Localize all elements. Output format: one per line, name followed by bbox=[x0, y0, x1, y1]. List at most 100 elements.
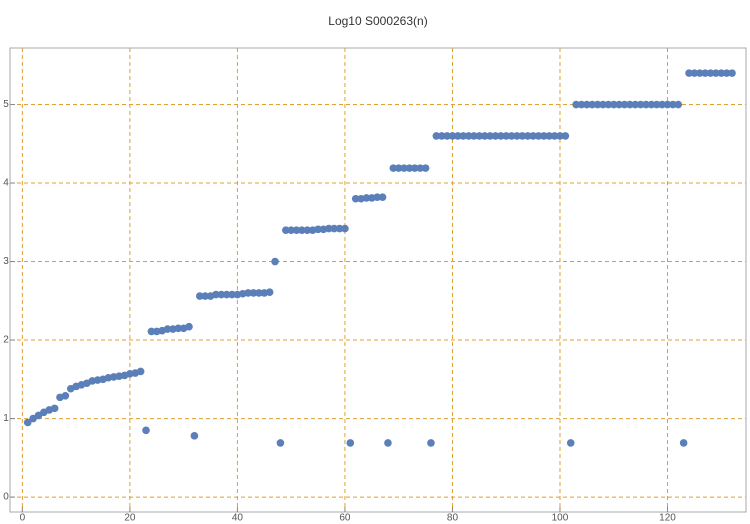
point bbox=[540, 132, 548, 140]
x-tick-label: 60 bbox=[339, 513, 351, 524]
point bbox=[679, 439, 688, 447]
point bbox=[486, 132, 494, 140]
point bbox=[437, 132, 446, 140]
point bbox=[228, 290, 236, 299]
point bbox=[190, 432, 199, 440]
point bbox=[647, 100, 656, 109]
point bbox=[728, 69, 736, 77]
point bbox=[362, 194, 371, 202]
point bbox=[61, 392, 70, 400]
point bbox=[464, 132, 473, 140]
point bbox=[545, 132, 554, 140]
point bbox=[631, 100, 640, 109]
point bbox=[507, 132, 516, 140]
point bbox=[685, 69, 693, 77]
point bbox=[394, 164, 403, 172]
y-tick-label: 4 bbox=[3, 178, 9, 189]
point bbox=[475, 132, 484, 140]
point bbox=[303, 226, 312, 234]
point bbox=[271, 257, 279, 266]
point bbox=[626, 100, 634, 109]
point bbox=[222, 290, 231, 299]
point bbox=[276, 439, 285, 447]
point bbox=[642, 100, 650, 109]
x-tick-label: 120 bbox=[659, 513, 676, 524]
point bbox=[443, 132, 451, 140]
point bbox=[432, 132, 441, 140]
point bbox=[217, 290, 226, 299]
point bbox=[325, 224, 333, 233]
point bbox=[663, 100, 672, 109]
point bbox=[255, 289, 263, 297]
point bbox=[523, 132, 532, 140]
point bbox=[378, 193, 387, 201]
point bbox=[265, 288, 274, 296]
point bbox=[593, 100, 602, 109]
point bbox=[185, 322, 193, 331]
x-tick-label: 20 bbox=[124, 513, 136, 524]
point bbox=[599, 100, 607, 109]
point bbox=[163, 325, 172, 333]
y-tick-label: 2 bbox=[3, 335, 9, 346]
point bbox=[454, 132, 462, 140]
point bbox=[695, 69, 704, 77]
point bbox=[572, 100, 580, 109]
point bbox=[400, 164, 408, 172]
point bbox=[669, 100, 677, 109]
y-tick-label: 5 bbox=[3, 99, 9, 110]
point bbox=[330, 224, 338, 233]
point bbox=[281, 226, 290, 234]
point bbox=[658, 100, 666, 109]
point bbox=[212, 290, 220, 299]
point bbox=[502, 132, 511, 140]
point bbox=[427, 439, 435, 447]
point bbox=[421, 164, 430, 172]
y-tick-label: 1 bbox=[3, 413, 9, 424]
point bbox=[674, 100, 683, 109]
point bbox=[373, 193, 381, 201]
point bbox=[389, 164, 398, 172]
point bbox=[615, 100, 623, 109]
point bbox=[470, 132, 478, 140]
point bbox=[561, 132, 570, 140]
point bbox=[405, 164, 414, 172]
point bbox=[411, 164, 419, 172]
point bbox=[459, 132, 468, 140]
point bbox=[604, 100, 613, 109]
point bbox=[298, 226, 306, 234]
point bbox=[244, 289, 252, 297]
x-tick-label: 0 bbox=[20, 513, 26, 524]
point bbox=[448, 132, 457, 140]
point bbox=[566, 439, 575, 447]
point bbox=[147, 327, 156, 336]
point bbox=[351, 194, 360, 203]
point bbox=[23, 418, 32, 427]
point bbox=[609, 100, 618, 109]
point bbox=[384, 439, 392, 447]
point bbox=[583, 100, 591, 109]
point bbox=[706, 69, 715, 77]
y-tick-label: 0 bbox=[3, 492, 9, 503]
point bbox=[50, 404, 59, 413]
plot-frame bbox=[9, 47, 747, 513]
point bbox=[346, 439, 355, 447]
point bbox=[195, 292, 204, 300]
point bbox=[513, 132, 521, 140]
point bbox=[416, 164, 425, 172]
point bbox=[701, 69, 709, 77]
point bbox=[292, 226, 301, 234]
point bbox=[712, 69, 720, 77]
x-tick-label: 100 bbox=[552, 513, 569, 524]
point bbox=[341, 224, 349, 233]
point bbox=[636, 100, 645, 109]
point bbox=[249, 289, 258, 297]
point bbox=[529, 132, 537, 140]
point bbox=[534, 132, 543, 140]
chart-title: Log10 S000263(n) bbox=[328, 14, 427, 28]
point bbox=[588, 100, 597, 109]
point bbox=[491, 132, 500, 140]
point bbox=[136, 367, 145, 376]
point bbox=[142, 426, 150, 435]
